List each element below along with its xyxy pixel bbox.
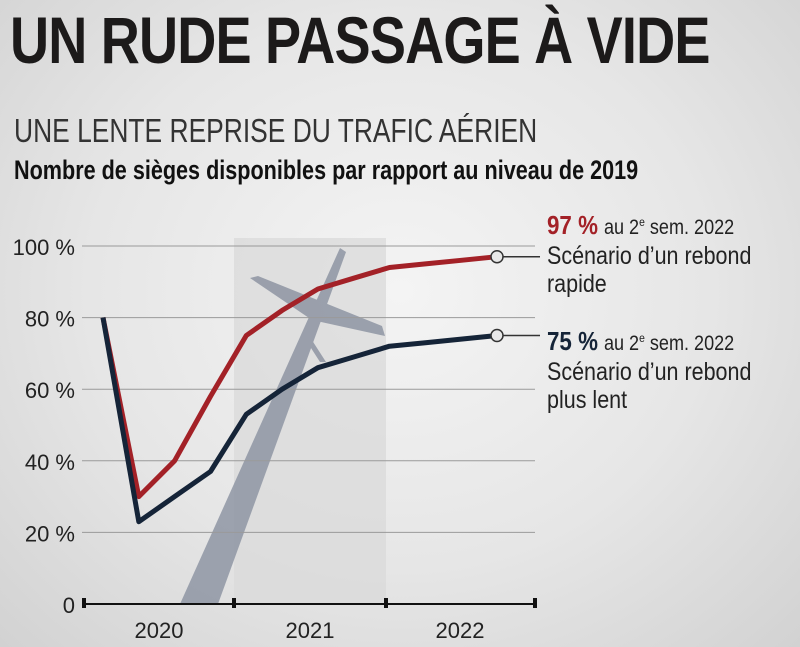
y-tick-label: 100 % bbox=[13, 235, 75, 260]
series-line-rapid bbox=[100, 254, 498, 500]
x-tick bbox=[384, 598, 388, 608]
page-title: UN RUDE PASSAGE À VIDE bbox=[10, 3, 710, 77]
y-tick-label: 0 bbox=[63, 593, 75, 618]
y-tick-label: 20 % bbox=[25, 521, 75, 546]
annotation-rapid-period: au 2e sem. 2022 bbox=[603, 215, 735, 239]
y-tick-label: 60 % bbox=[25, 378, 75, 403]
annotation-rapid-line2: rapide bbox=[547, 270, 607, 298]
chart-description: Nombre de sièges disponibles par rapport… bbox=[14, 155, 639, 185]
x-tick-label: 2022 bbox=[436, 618, 485, 643]
end-point-slow bbox=[490, 328, 504, 343]
x-tick bbox=[82, 598, 86, 608]
end-point-rapid bbox=[490, 249, 504, 264]
x-tick bbox=[232, 598, 236, 608]
x-tick-label: 2021 bbox=[286, 618, 335, 643]
x-tick bbox=[533, 598, 537, 608]
annotation-slow-value: 75 % bbox=[547, 326, 598, 356]
annotation-slow-line2: plus lent bbox=[547, 386, 628, 414]
chart-subtitle: UNE LENTE REPRISE DU TRAFIC AÉRIEN bbox=[14, 112, 538, 149]
annotation-slow: 75 % au 2e sem. 2022 Scénario d’un rebon… bbox=[547, 324, 751, 414]
annotation-slow-period: au 2e sem. 2022 bbox=[603, 331, 735, 355]
annotation-rapid: 97 % au 2e sem. 2022 Scénario d’un rebon… bbox=[547, 208, 751, 298]
x-tick-label: 2020 bbox=[135, 618, 184, 643]
series-line-slow bbox=[100, 317, 498, 525]
y-tick-label: 80 % bbox=[25, 307, 75, 332]
y-tick-label: 40 % bbox=[25, 450, 75, 475]
annotation-slow-line1: Scénario d’un rebond bbox=[547, 358, 752, 386]
annotation-rapid-value: 97 % bbox=[547, 210, 598, 240]
annotation-rapid-line1: Scénario d’un rebond bbox=[547, 242, 752, 270]
airplane-icon bbox=[180, 248, 385, 604]
